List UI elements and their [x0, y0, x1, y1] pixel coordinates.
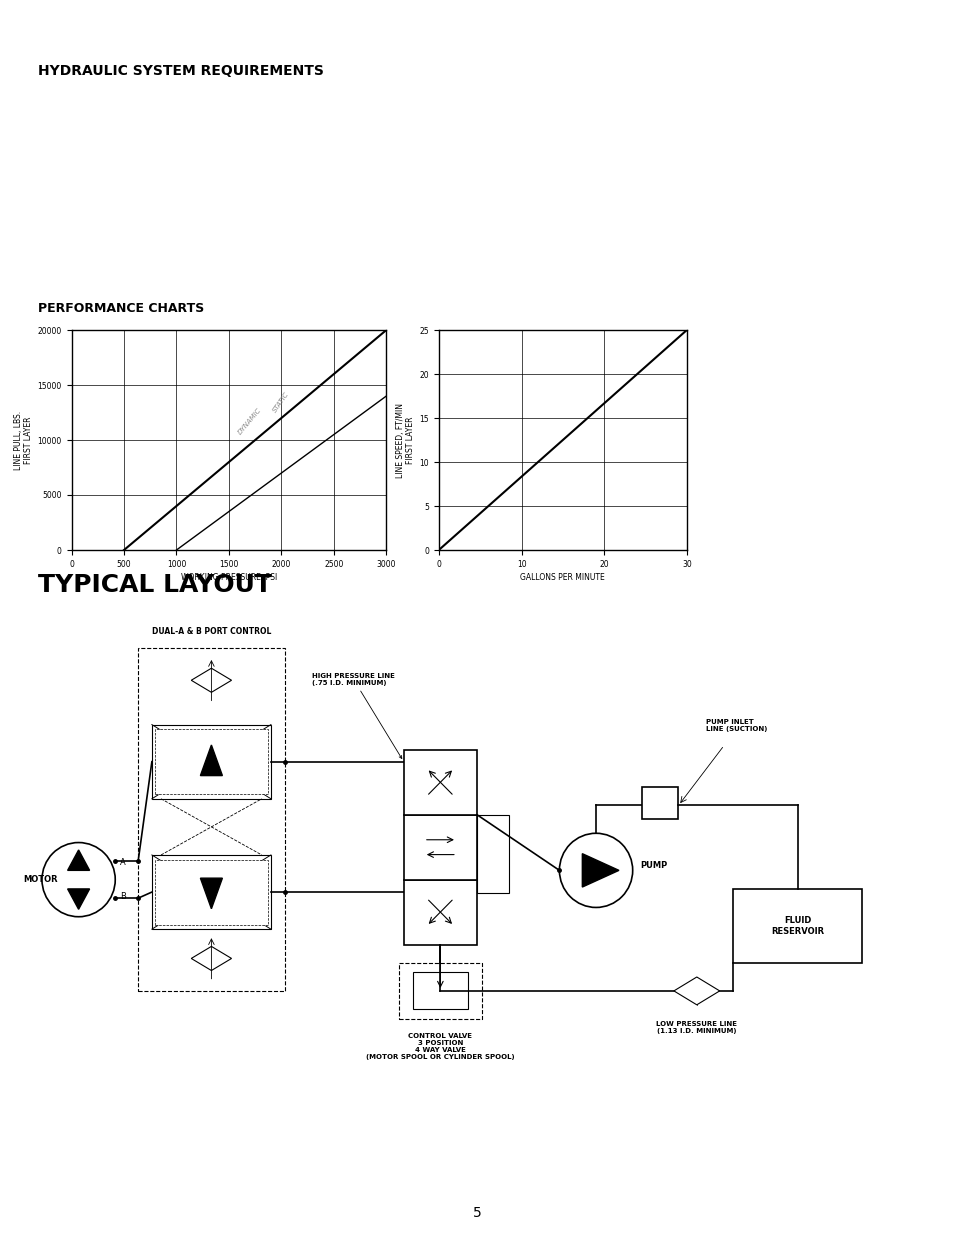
X-axis label: WORKING PRESSURE, PSI: WORKING PRESSURE, PSI: [181, 573, 276, 582]
Polygon shape: [191, 668, 232, 693]
Polygon shape: [673, 977, 719, 1005]
Text: 5: 5: [472, 1207, 481, 1220]
Bar: [152, 855, 271, 929]
Bar: [152, 725, 271, 799]
Text: DUAL-A & B PORT CONTROL: DUAL-A & B PORT CONTROL: [152, 627, 271, 636]
Polygon shape: [581, 853, 618, 887]
Bar: [476, 815, 509, 893]
Bar: [413, 972, 467, 1009]
Bar: [403, 815, 476, 879]
Bar: [138, 648, 284, 990]
Y-axis label: LINE SPEED, FT/MIN
FIRST LAYER: LINE SPEED, FT/MIN FIRST LAYER: [395, 403, 415, 478]
Y-axis label: LINE PULL, LBS.
FIRST LAYER: LINE PULL, LBS. FIRST LAYER: [14, 410, 33, 469]
Bar: [154, 729, 268, 794]
Text: TYPICAL LAYOUT: TYPICAL LAYOUT: [38, 573, 272, 597]
Bar: [398, 963, 481, 1019]
Bar: [641, 787, 678, 819]
Text: HIGH PRESSURE LINE
(.75 I.D. MINIMUM): HIGH PRESSURE LINE (.75 I.D. MINIMUM): [312, 673, 401, 758]
Text: STATIC: STATIC: [272, 390, 291, 414]
Bar: [403, 750, 476, 815]
Text: CONTROL VALVE
3 POSITION
4 WAY VALVE
(MOTOR SPOOL OR CYLINDER SPOOL): CONTROL VALVE 3 POSITION 4 WAY VALVE (MO…: [366, 1032, 514, 1060]
Bar: [403, 879, 476, 945]
Polygon shape: [68, 850, 90, 871]
Polygon shape: [200, 745, 222, 776]
Text: B: B: [120, 892, 126, 900]
Bar: [733, 889, 861, 963]
Text: PUMP INLET
LINE (SUCTION): PUMP INLET LINE (SUCTION): [705, 719, 766, 732]
Text: PERFORMANCE CHARTS: PERFORMANCE CHARTS: [38, 301, 204, 315]
Polygon shape: [68, 889, 90, 909]
Text: FLUID
RESERVOIR: FLUID RESERVOIR: [770, 916, 823, 936]
Polygon shape: [200, 878, 222, 909]
Polygon shape: [191, 946, 232, 971]
Text: PUMP: PUMP: [639, 861, 666, 871]
Text: DYNAMIC: DYNAMIC: [237, 406, 262, 436]
Text: HYDRAULIC SYSTEM REQUIREMENTS: HYDRAULIC SYSTEM REQUIREMENTS: [38, 64, 324, 78]
Text: A: A: [120, 858, 126, 867]
Text: LOW PRESSURE LINE
(1.13 I.D. MINIMUM): LOW PRESSURE LINE (1.13 I.D. MINIMUM): [656, 1020, 737, 1034]
X-axis label: GALLONS PER MINUTE: GALLONS PER MINUTE: [520, 573, 604, 582]
Text: MOTOR: MOTOR: [24, 876, 58, 884]
Bar: [154, 860, 268, 925]
